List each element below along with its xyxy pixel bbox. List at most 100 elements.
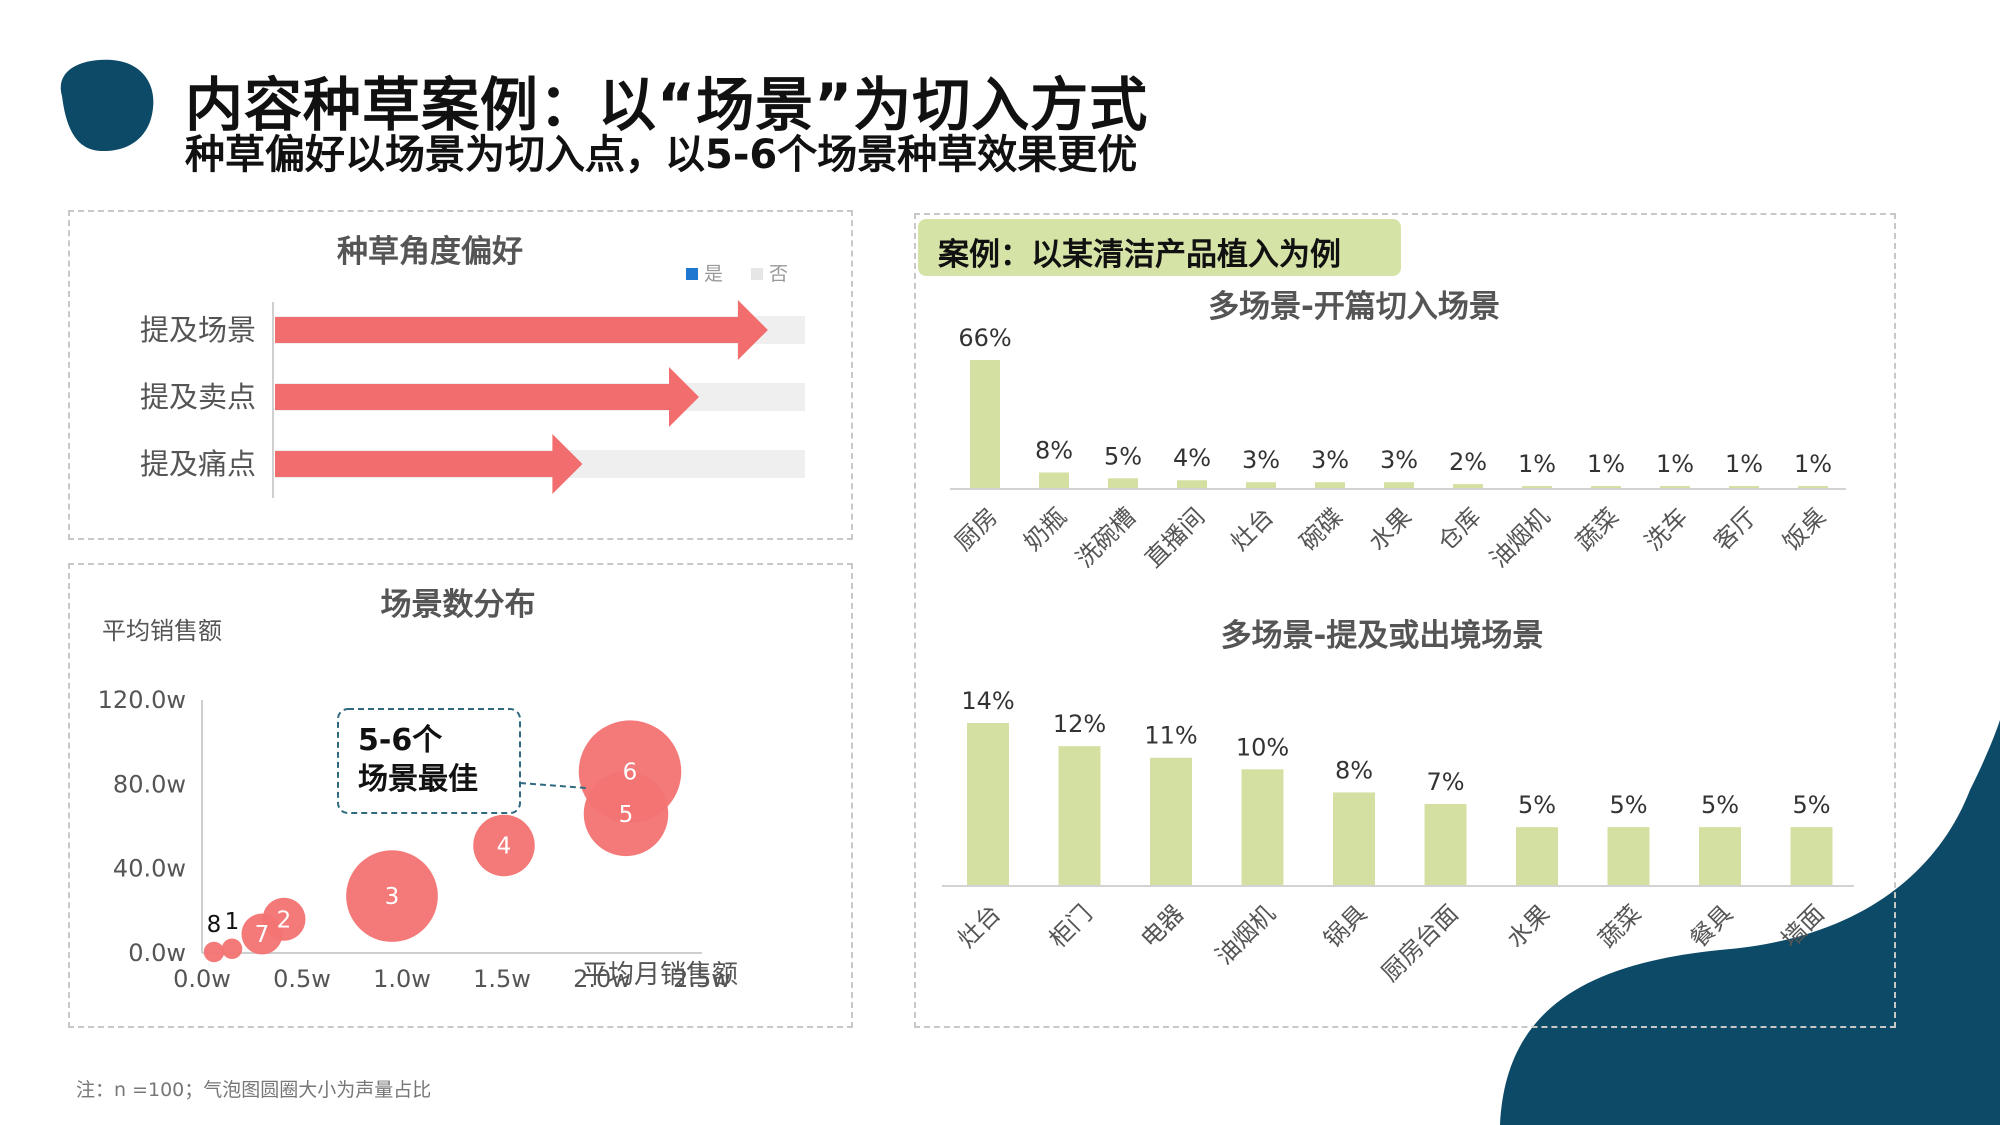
category-label: 厨房 bbox=[950, 502, 1004, 556]
bar-yes-arrow bbox=[275, 300, 768, 360]
scene-count-panel bbox=[68, 563, 853, 1028]
y-tick-label: 0.0w bbox=[128, 939, 186, 967]
bar bbox=[970, 360, 1000, 488]
bar bbox=[967, 723, 1009, 885]
category-label: 水果 bbox=[1502, 899, 1556, 953]
y-axis-label: 平均销售额 bbox=[102, 617, 222, 645]
category-label: 直播间 bbox=[1140, 502, 1211, 573]
bubble bbox=[241, 913, 283, 955]
callout-line-1: 5-6个 bbox=[358, 723, 443, 758]
bar bbox=[1798, 486, 1828, 488]
case-badge-label: 案例：以某清洁产品植入为例 bbox=[938, 237, 1341, 273]
page-title: 内容种草案例：以“场景”为切入方式 bbox=[185, 71, 1149, 139]
y-tick-label: 120.0w bbox=[98, 686, 186, 714]
bar bbox=[1453, 484, 1483, 488]
bubble bbox=[473, 814, 535, 877]
data-label: 5% bbox=[1701, 791, 1739, 819]
x-tick-label: 2.5w bbox=[673, 965, 731, 993]
bubble-label: 7 bbox=[255, 922, 270, 948]
x-tick-labels: 0.0w 0.5w 1.0w 1.5w 2.0w 2.5w bbox=[173, 965, 731, 993]
opening-scene-bar-chart: 多场景-开篇切入场景 66% 厨房 8% 奶瓶 5% 洗碗槽 4% 直播间 3% 灶台 3% 碗碟 3%… bbox=[950, 289, 1846, 573]
bar bbox=[1150, 757, 1192, 885]
category-label: 油烟机 bbox=[1485, 502, 1556, 573]
category-label: 柜门 bbox=[1044, 899, 1098, 953]
bar bbox=[1315, 482, 1345, 488]
legend: 是 否 bbox=[686, 263, 788, 285]
x-tick-label: 1.5w bbox=[473, 965, 531, 993]
category-label: 餐具 bbox=[1685, 899, 1739, 953]
category-label: 水果 bbox=[1364, 502, 1418, 556]
data-label: 8% bbox=[1335, 756, 1373, 784]
bar bbox=[1177, 480, 1207, 488]
data-label: 3% bbox=[1311, 446, 1349, 474]
category-label: 电器 bbox=[1136, 899, 1190, 953]
page-subtitle: 种草偏好以场景为切入点，以5-6个场景种草效果更优 bbox=[185, 132, 1138, 178]
bar-yes-arrow bbox=[275, 367, 699, 427]
bubble-label: 1 bbox=[225, 909, 240, 935]
bar-yes-arrow bbox=[275, 434, 583, 494]
legend-label-no: 否 bbox=[769, 263, 788, 285]
x-tick-label: 1.0w bbox=[373, 965, 431, 993]
bubble-label: 2 bbox=[277, 907, 292, 933]
bubble-label: 3 bbox=[385, 884, 400, 910]
bar bbox=[1522, 486, 1552, 488]
data-label: 1% bbox=[1518, 450, 1556, 478]
category-label: 仓库 bbox=[1433, 502, 1487, 556]
category-label: 饭桌 bbox=[1778, 502, 1832, 556]
case-example-panel bbox=[914, 213, 1896, 1028]
bar bbox=[1699, 827, 1741, 885]
data-label: 3% bbox=[1242, 446, 1280, 474]
x-axis-label: 平均月销售额 bbox=[582, 960, 738, 990]
callout: 5-6个 场景最佳 bbox=[337, 708, 587, 814]
category-label: 洗车 bbox=[1640, 502, 1694, 556]
bubble bbox=[221, 938, 243, 960]
legend-label-yes: 是 bbox=[704, 263, 723, 285]
data-label: 1% bbox=[1794, 450, 1832, 478]
corner-wave-shape bbox=[1500, 720, 2000, 1125]
bar bbox=[1729, 486, 1759, 488]
bubble-group: 8 172 3 4 5 6 bbox=[203, 720, 682, 963]
legend-swatch-no bbox=[751, 268, 763, 280]
data-label: 4% bbox=[1173, 444, 1211, 472]
bar-group: 66% 厨房 8% 奶瓶 5% 洗碗槽 4% 直播间 3% 灶台 3% 碗碟 3% 水果 2% 仓库 1% 油烟机… bbox=[950, 324, 1833, 573]
bubble-label: 8 bbox=[207, 912, 222, 938]
category-label: 蔬菜 bbox=[1593, 899, 1647, 953]
chart-title: 多场景-开篇切入场景 bbox=[1208, 289, 1500, 325]
data-label: 1% bbox=[1656, 450, 1694, 478]
data-label: 10% bbox=[1236, 733, 1289, 761]
data-label: 5% bbox=[1792, 791, 1830, 819]
bar bbox=[1333, 792, 1375, 885]
data-label: 2% bbox=[1449, 448, 1487, 476]
category-label: 锅具 bbox=[1319, 899, 1373, 953]
category-label: 提及卖点 bbox=[140, 380, 256, 414]
data-label: 12% bbox=[1053, 710, 1106, 738]
bar bbox=[1424, 804, 1467, 885]
category-label: 厨房台面 bbox=[1376, 899, 1464, 987]
data-label: 3% bbox=[1380, 446, 1418, 474]
angle-preference-panel bbox=[68, 210, 853, 540]
bubble bbox=[583, 771, 669, 857]
bar bbox=[1058, 746, 1101, 885]
bar bbox=[1660, 486, 1690, 488]
logo-blob-icon bbox=[60, 59, 154, 152]
category-label: 奶瓶 bbox=[1019, 502, 1073, 556]
data-label: 5% bbox=[1104, 442, 1142, 470]
legend-swatch-yes bbox=[686, 268, 698, 280]
data-label: 5% bbox=[1609, 791, 1647, 819]
category-label: 碗碟 bbox=[1295, 502, 1349, 556]
bar bbox=[1516, 827, 1558, 885]
data-label: 1% bbox=[1587, 450, 1625, 478]
data-label: 7% bbox=[1426, 768, 1464, 796]
data-label: 5% bbox=[1518, 791, 1556, 819]
data-label: 8% bbox=[1035, 436, 1073, 464]
x-tick-label: 2.0w bbox=[573, 965, 631, 993]
bar bbox=[1591, 486, 1621, 488]
category-label: 蔬菜 bbox=[1571, 502, 1625, 556]
bar bbox=[1790, 827, 1833, 885]
data-label: 11% bbox=[1144, 722, 1197, 750]
bar bbox=[1246, 482, 1276, 488]
bar bbox=[1384, 482, 1414, 488]
bubble bbox=[203, 941, 225, 963]
data-label: 14% bbox=[961, 687, 1014, 715]
